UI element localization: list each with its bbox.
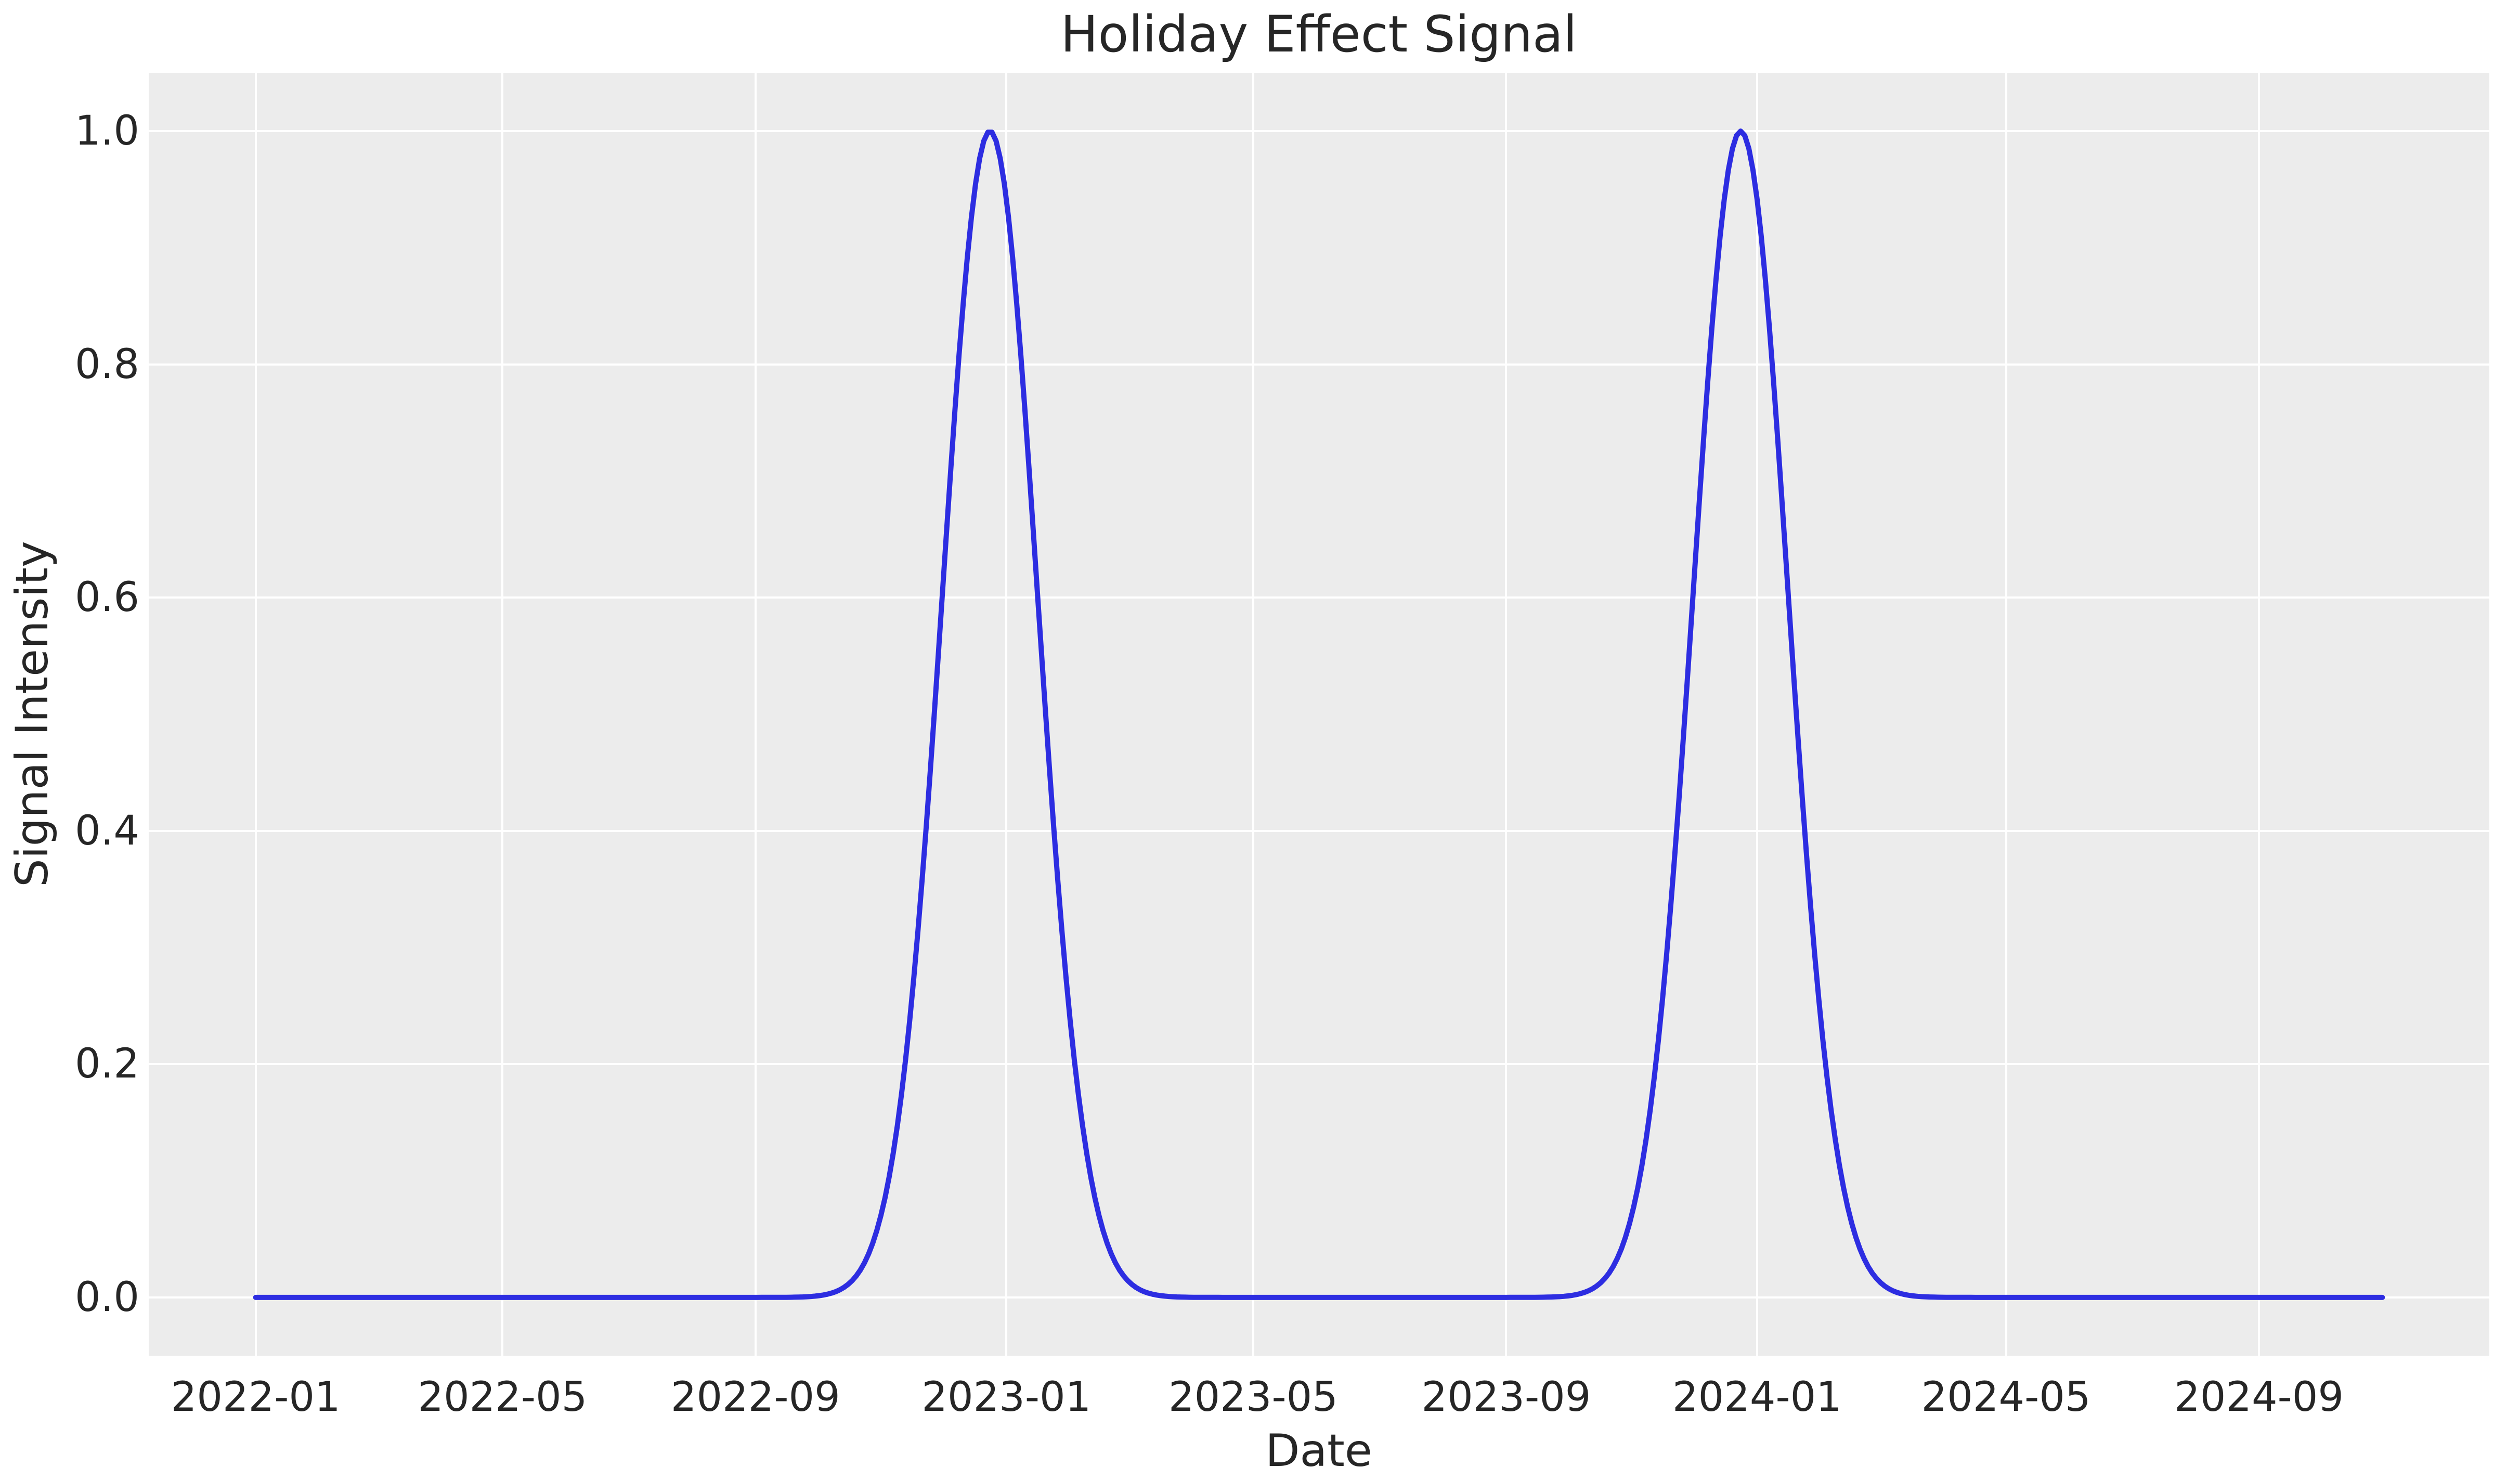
y-tick-label: 0.4: [74, 807, 139, 854]
x-gridline: [254, 73, 257, 1356]
x-tick-label: 2024-05: [1921, 1374, 2091, 1421]
y-gridline: [149, 829, 2489, 832]
y-gridline: [149, 596, 2489, 599]
x-tick-label: 2022-01: [171, 1374, 341, 1421]
x-gridline: [1756, 73, 1758, 1356]
x-gridline: [754, 73, 757, 1356]
x-tick-label: 2024-01: [1672, 1374, 1842, 1421]
y-tick-label: 0.2: [74, 1041, 139, 1088]
holiday-effect-signal-line: [253, 128, 2385, 1300]
x-gridline: [2005, 73, 2007, 1356]
y-gridline: [149, 1063, 2489, 1066]
y-tick-label: 0.6: [74, 574, 139, 621]
y-tick-label: 0.8: [74, 341, 139, 388]
x-tick-label: 2023-01: [921, 1374, 1092, 1421]
x-tick-label: 2023-09: [1421, 1374, 1591, 1421]
x-gridline: [2258, 73, 2261, 1356]
y-axis-label: Signal Intensity: [6, 541, 58, 887]
x-tick-label: 2022-05: [418, 1374, 588, 1421]
x-gridline: [1005, 73, 1008, 1356]
plot-area: [149, 73, 2489, 1356]
x-gridline: [1505, 73, 1508, 1356]
y-gridline: [149, 363, 2489, 366]
y-tick-label: 1.0: [74, 108, 139, 155]
y-tick-label: 0.0: [74, 1274, 139, 1321]
chart-title: Holiday Effect Signal: [1060, 5, 1577, 63]
x-tick-label: 2022-09: [670, 1374, 840, 1421]
x-gridline: [501, 73, 504, 1356]
x-gridline: [1252, 73, 1254, 1356]
x-tick-label: 2024-09: [2174, 1374, 2344, 1421]
x-axis-label: Date: [1265, 1425, 1372, 1477]
x-tick-label: 2023-05: [1168, 1374, 1338, 1421]
y-gridline: [149, 130, 2489, 133]
